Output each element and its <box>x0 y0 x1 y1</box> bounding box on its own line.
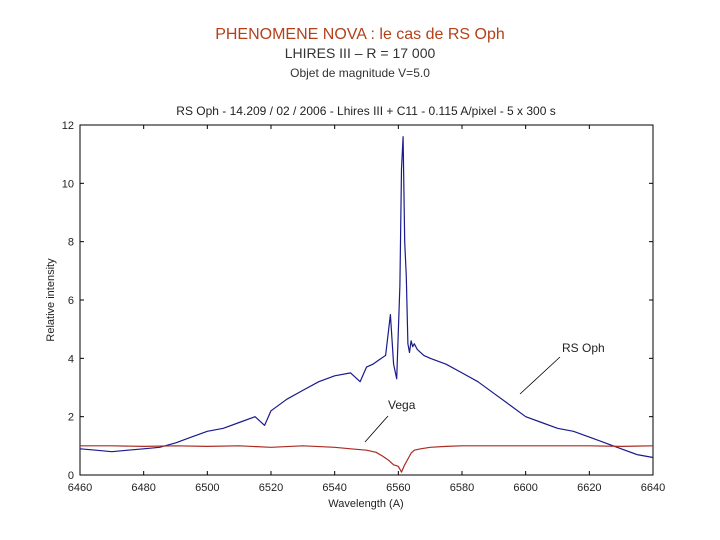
plot-frame <box>79 124 654 476</box>
rs-oph-annotation: RS Oph <box>562 341 605 355</box>
y-axis-label: Relative intensity <box>45 258 57 342</box>
series-line-vega <box>80 445 654 473</box>
x-tick-label: 6600 <box>513 482 537 494</box>
x-tick-label: 6620 <box>577 482 601 494</box>
x-axis-label: Wavelength (A) <box>328 498 403 510</box>
y-tick-label: 6 <box>68 295 74 307</box>
x-tick-label: 6480 <box>131 482 155 494</box>
vega-annotation: Vega <box>388 398 416 412</box>
x-tick-label: 6580 <box>450 482 474 494</box>
series-group <box>79 136 654 473</box>
y-tick-label: 0 <box>68 470 74 482</box>
rs-oph-annotation-pointer <box>519 356 561 395</box>
y-tick-label: 8 <box>68 237 74 249</box>
slide-note: Objet de magnitude V=5.0 <box>290 66 430 80</box>
y-tick-label: 2 <box>68 412 74 424</box>
x-tick-label: 6560 <box>386 482 410 494</box>
vega-annotation-pointer <box>364 415 389 443</box>
x-tick-label: 6500 <box>195 482 219 494</box>
x-tick-label: 6460 <box>68 482 92 494</box>
x-tick-label: 6640 <box>641 482 665 494</box>
y-tick-label: 12 <box>62 120 74 132</box>
axis-ticks: 6460 6480 6500 6520 6540 6560 6580 6600 6620 6640… <box>62 120 665 494</box>
slide-title: PHENOMENE NOVA : le cas de RS Oph <box>215 26 505 43</box>
series-line-rs-oph <box>79 136 654 459</box>
x-tick-label: 6520 <box>259 482 283 494</box>
x-tick-label: 6540 <box>322 482 346 494</box>
slide-subtitle: LHIRES III – R = 17 000 <box>284 45 436 61</box>
y-tick-label: 4 <box>68 353 74 365</box>
y-tick-label: 10 <box>62 178 74 190</box>
chart-title: RS Oph - 14.209 / 02 / 2006 - Lhires III… <box>176 104 555 118</box>
